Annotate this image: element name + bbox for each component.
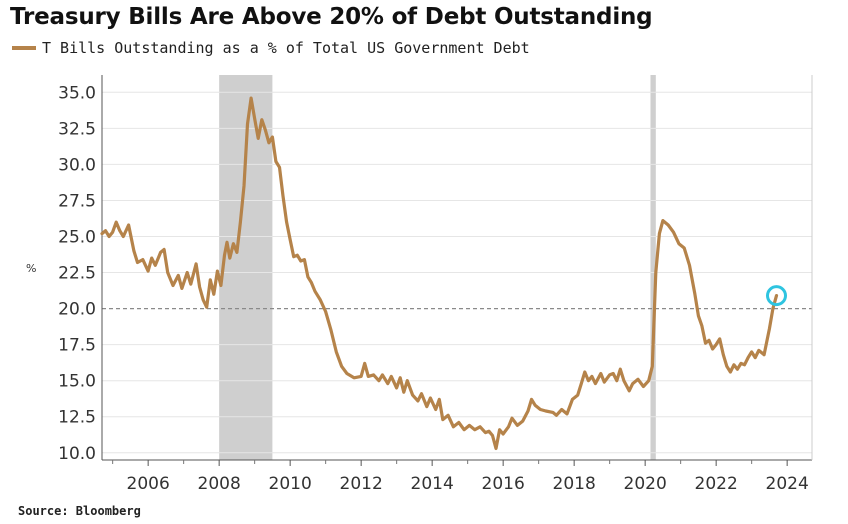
x-axis-labels: 2006 2008 2010 2012 2014 2016 2018 2020 2022 2024 [127,474,809,494]
y-tick-label: 35.0 [58,83,96,103]
series-line [100,96,779,451]
latest-value-highlight [766,285,787,307]
source-note: Source: Bloomberg [18,504,141,518]
legend: T Bills Outstanding as a % of Total US G… [12,39,530,57]
recession-band-1 [650,75,656,460]
y-tick-label: 25.0 [58,227,96,247]
y-tick-label: 15.0 [58,372,96,392]
y-axis-labels: 35.0 32.5 30.0 27.5 25.0 22.5 20.0 17.5 15.0 12.5… [26,83,96,463]
legend-label: T Bills Outstanding as a % of Total US G… [42,39,530,57]
y-tick-label: 12.5 [58,408,96,428]
axes [101,75,813,466]
y-tick-label: 10.0 [58,444,96,464]
x-tick-label: 2016 [482,474,525,494]
x-tick-label: 2012 [340,474,383,494]
gridlines [102,91,812,454]
chart-title: Treasury Bills Are Above 20% of Debt Out… [10,4,653,30]
x-tick-label: 2010 [269,474,312,494]
x-tick-label: 2006 [127,474,170,494]
x-tick-label: 2024 [766,474,809,494]
x-tick-label: 2018 [553,474,596,494]
x-tick-label: 2008 [198,474,241,494]
x-tick-label: 2022 [695,474,738,494]
y-tick-label: 30.0 [58,155,96,175]
x-tick-label: 2014 [411,474,454,494]
x-tick-label: 2020 [624,474,667,494]
legend-swatch [12,46,36,50]
y-tick-label: 22.5 [58,264,96,284]
y-tick-label: 17.5 [58,336,96,356]
y-axis-unit: % [26,262,36,275]
series-layer [100,96,787,451]
y-tick-label: 20.0 [58,300,96,320]
y-tick-label: 32.5 [58,119,96,139]
y-tick-label: 27.5 [58,191,96,211]
